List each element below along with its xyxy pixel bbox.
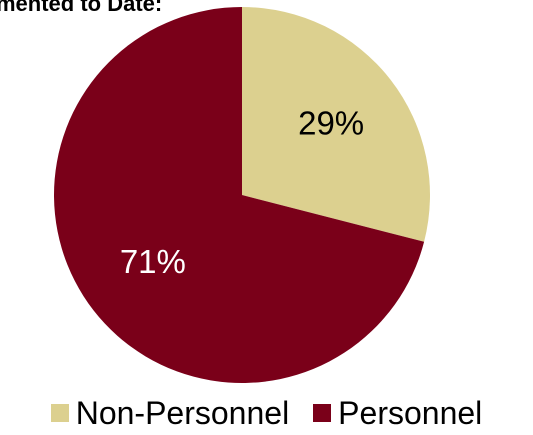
legend-swatch-non-personnel bbox=[50, 404, 69, 422]
legend-label-non-personnel: Non-Personnel bbox=[75, 394, 290, 431]
chart-legend: Non-Personnel Personnel bbox=[0, 393, 533, 433]
pie-slices bbox=[54, 7, 430, 383]
legend-item-non-personnel: Non-Personnel bbox=[50, 394, 290, 432]
legend-swatch-personnel bbox=[313, 404, 332, 422]
pie-slice-personnel bbox=[54, 7, 425, 383]
pie-slice-labels: 29% 71% bbox=[120, 105, 364, 280]
chart-title: mented to Date: bbox=[0, 0, 163, 16]
pie-plot-area: 29% 71% bbox=[54, 7, 430, 383]
legend-item-personnel: Personnel bbox=[313, 395, 482, 432]
legend-label-personnel: Personnel bbox=[338, 394, 483, 431]
pie-slice-non-personnel bbox=[242, 7, 430, 242]
slice-label-personnel: 71% bbox=[120, 243, 186, 280]
slice-label-non-personnel: 29% bbox=[298, 105, 364, 142]
